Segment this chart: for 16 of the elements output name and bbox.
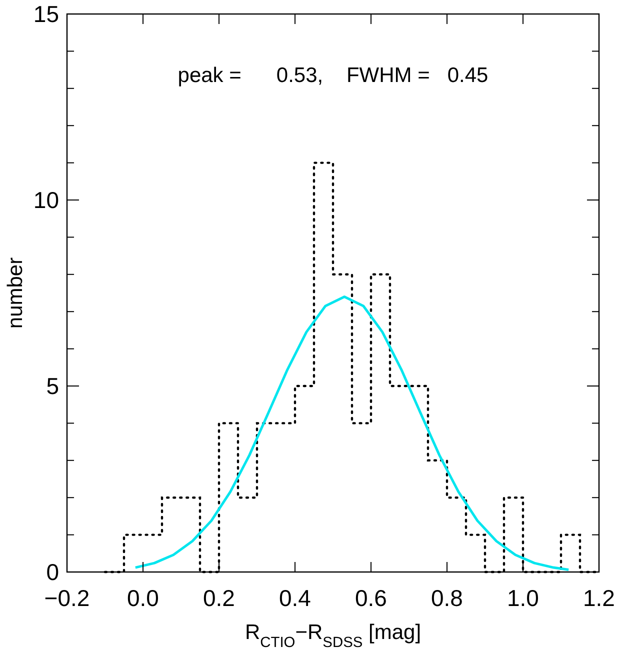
annotation: peak = 0.53, FWHM = 0.45: [178, 64, 488, 87]
y-axis-title: number: [4, 257, 27, 329]
y-tick-label: 0: [46, 559, 59, 586]
x-tick-label: 0.4: [279, 585, 312, 611]
x-tick-label: 0.6: [355, 585, 387, 611]
x-tick-label: −0.2: [44, 585, 90, 611]
x-tick-label: 1.2: [583, 585, 615, 611]
x-tick-label: 0.0: [127, 585, 159, 611]
y-tick-label: 10: [33, 187, 59, 214]
y-tick-label: 5: [46, 373, 59, 400]
x-tick-label: 1.0: [507, 585, 539, 611]
y-tick-label: 15: [33, 1, 59, 28]
x-tick-label: 0.2: [203, 585, 235, 611]
x-axis-title: R$_{CTIO}$−R$_{SDSS}$ [mag]: [244, 621, 422, 651]
line-series: [134, 295, 570, 572]
x-tick-label: 0.8: [431, 585, 463, 611]
